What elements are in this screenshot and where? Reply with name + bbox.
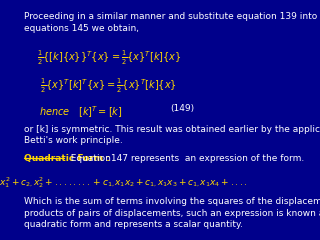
Text: $\frac{1}{2}\{[k]\{x\}\}^T\{x\} = \frac{1}{2}\{x\}^T[k]\{x\}$: $\frac{1}{2}\{[k]\{x\}\}^T\{x\} = \frac{… — [36, 49, 181, 67]
Text: Quadratic Form :: Quadratic Form : — [24, 154, 109, 163]
Text: or [k] is symmetric. This result was obtained earlier by the application of
Bett: or [k] is symmetric. This result was obt… — [24, 125, 320, 145]
Text: (149): (149) — [170, 104, 194, 114]
Text: Proceeding in a similar manner and substitute equation 139 into the two
equation: Proceeding in a similar manner and subst… — [24, 12, 320, 33]
Text: $V = c_{1,}x_1^2 + c_{2,}x_2^2 + ........ + c_{1,}x_1x_2 + c_{1,}x_1x_3 + c_{1,}: $V = c_{1,}x_1^2 + c_{2,}x_2^2 + .......… — [0, 175, 248, 191]
Text: $\frac{1}{2}\{x\}^T[k]^T\{x\} = \frac{1}{2}\{x\}^T[k]\{x\}$: $\frac{1}{2}\{x\}^T[k]^T\{x\} = \frac{1}… — [41, 77, 177, 96]
Text: $hence \quad [k]^T = [k]$: $hence \quad [k]^T = [k]$ — [39, 104, 123, 120]
Text: Which is the sum of terms involving the squares of the displacements and the
pro: Which is the sum of terms involving the … — [24, 197, 320, 229]
Text: Equation147 represents  an expression of the form.: Equation147 represents an expression of … — [65, 154, 305, 163]
